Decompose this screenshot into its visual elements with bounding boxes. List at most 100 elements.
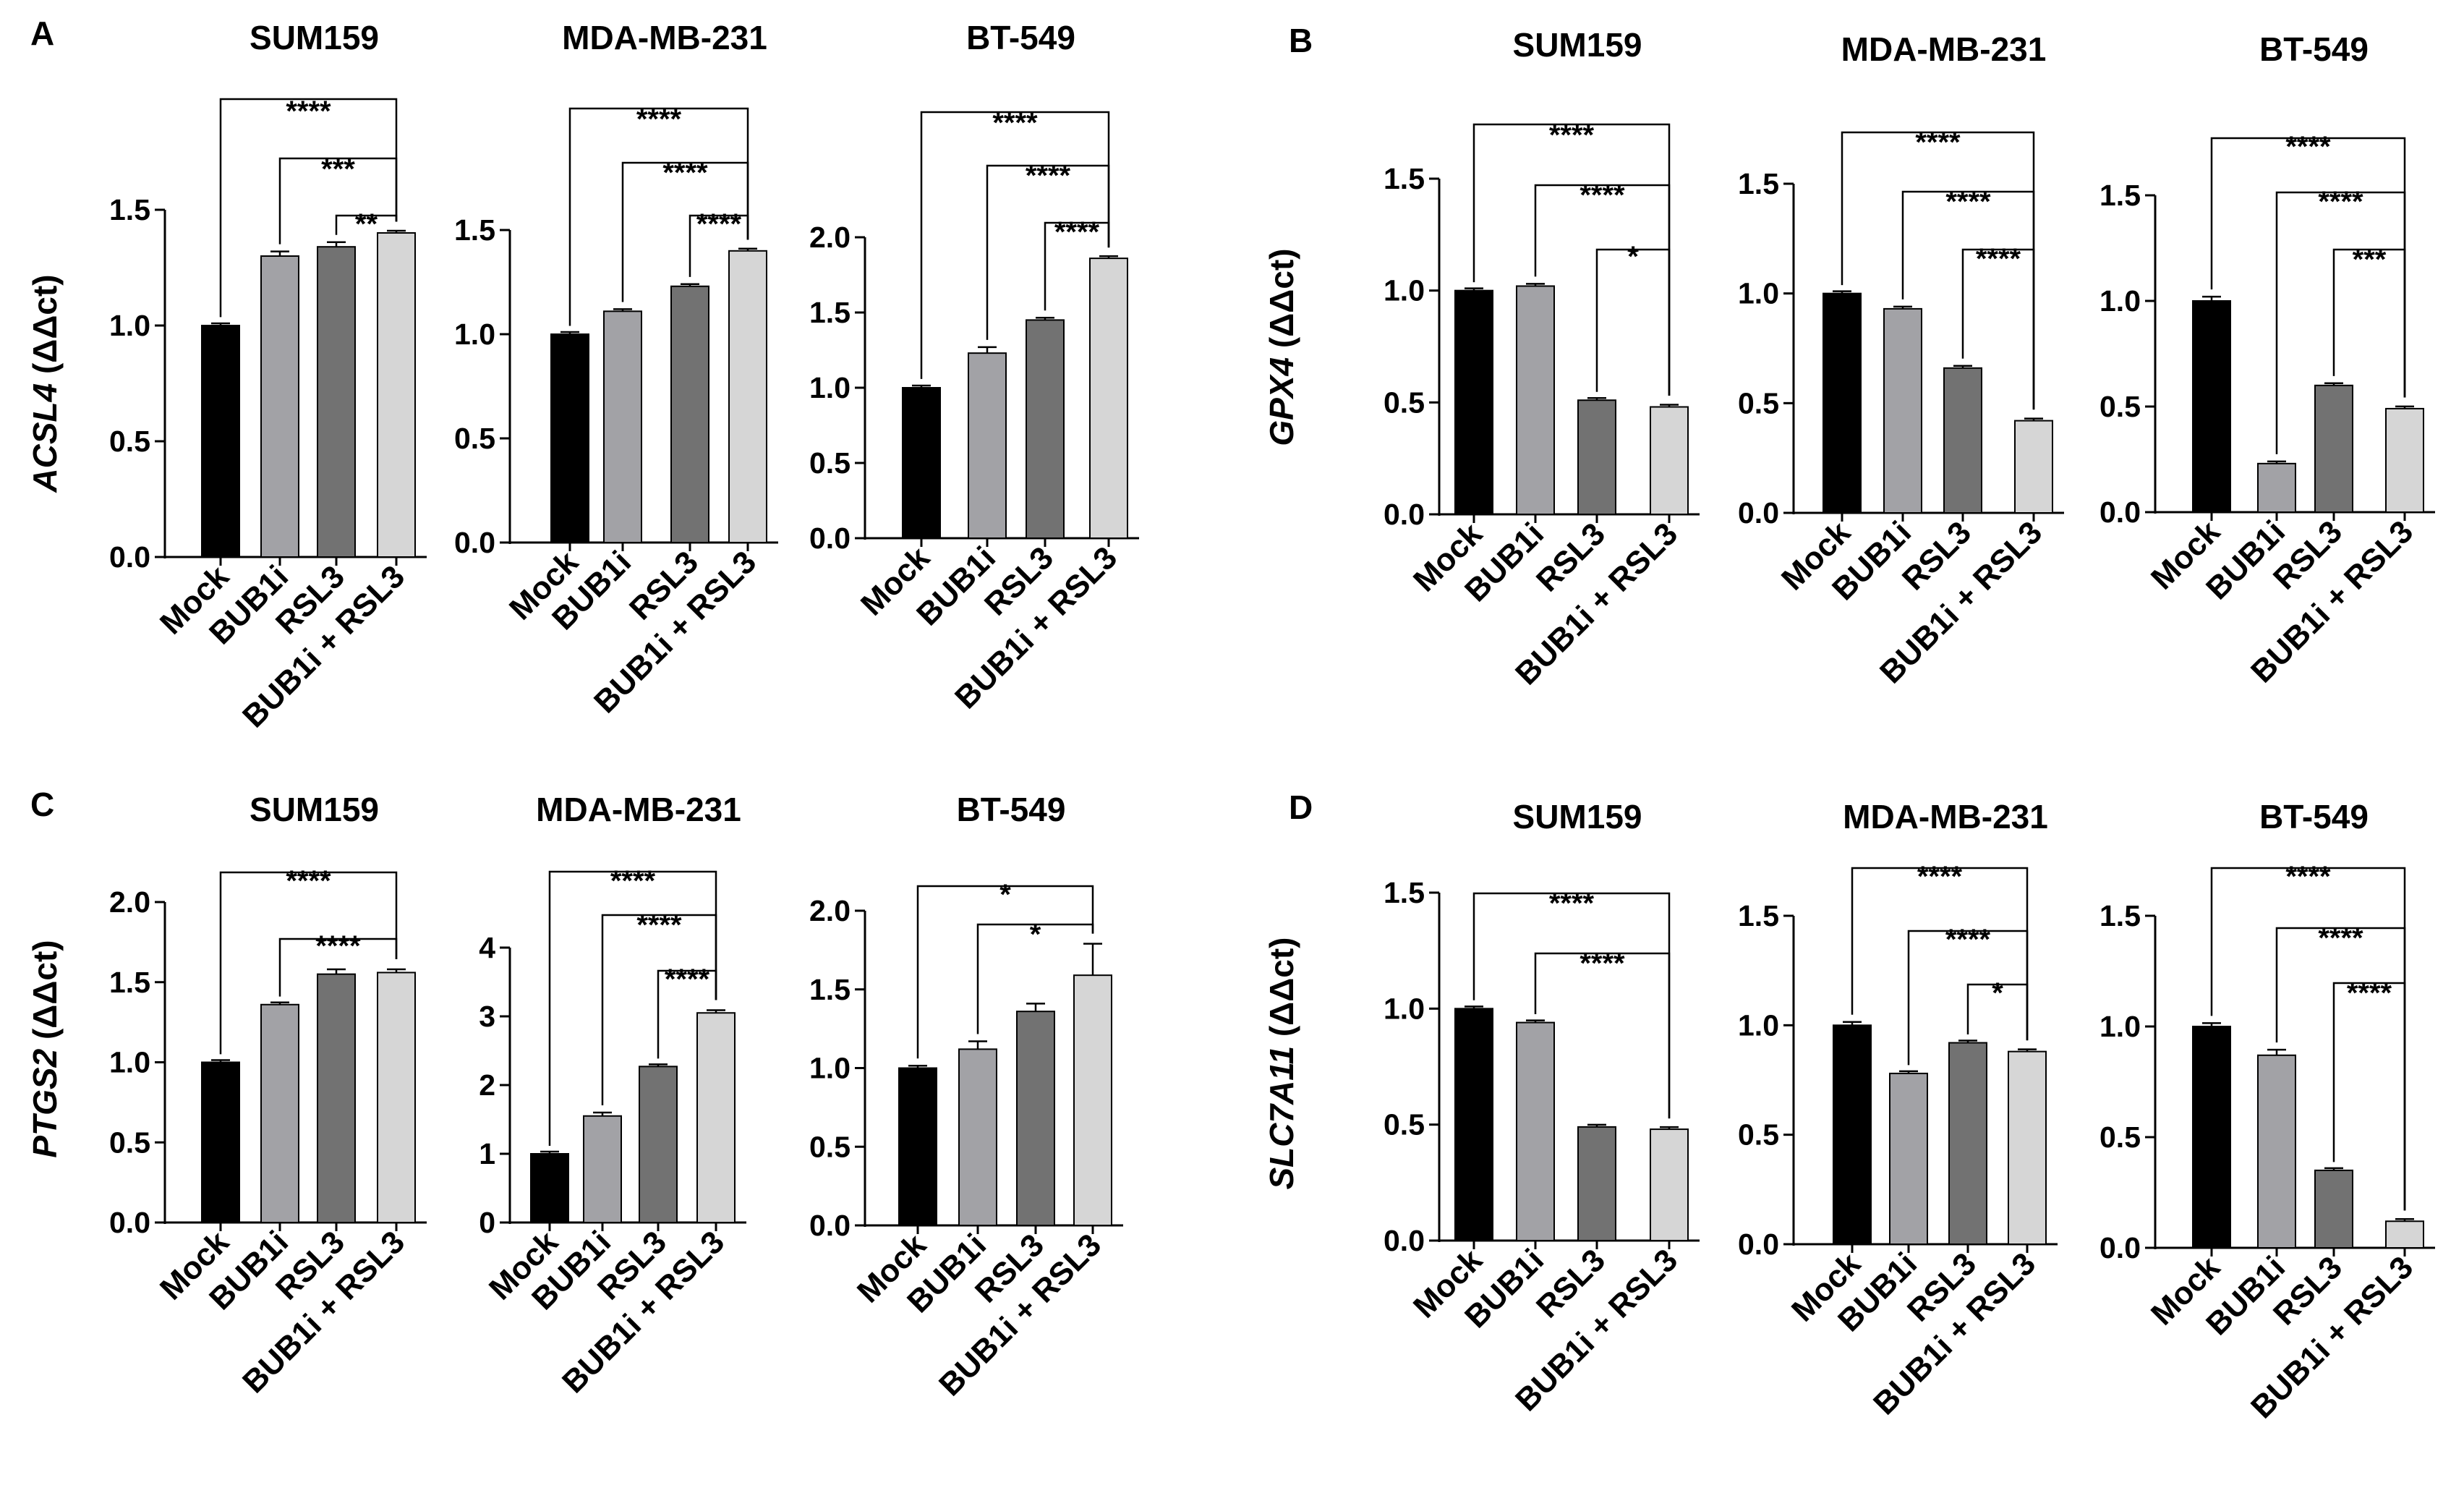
chart-title: MDA-MB-231: [1841, 30, 2047, 68]
y-tick-label: 0.5: [1384, 1108, 1425, 1141]
y-tick-label: 1.0: [809, 371, 851, 404]
significance-label: *: [1992, 977, 2003, 1009]
y-tick-label: 1.5: [1384, 162, 1425, 195]
significance-label: ****: [696, 208, 742, 240]
y-axis-label: ACSL4 (ΔΔct): [26, 274, 64, 493]
chart-title: SUM159: [1513, 798, 1642, 835]
significance-label: ****: [1549, 119, 1595, 151]
chart-title: SUM159: [250, 19, 379, 56]
significance-label: *: [999, 879, 1011, 911]
chart-title: MDA-MB-231: [536, 791, 741, 828]
significance-bracket: [1595, 248, 1671, 396]
significance-bracket: [219, 871, 398, 1055]
y-tick-label: 2: [479, 1068, 495, 1102]
significance-bracket: [986, 164, 1110, 340]
significance-bracket: [1044, 221, 1110, 311]
y-axis-label: SLC7A11 (ΔΔct): [1263, 937, 1300, 1189]
chart-title: SUM159: [250, 791, 379, 828]
y-tick-label: 0.5: [809, 1130, 851, 1163]
y-tick-label: 1.5: [809, 973, 851, 1006]
y-axis-label: GPX4 (ΔΔct): [1263, 248, 1300, 446]
significance-label: *: [1030, 919, 1041, 951]
bar-rsl3: [317, 246, 356, 558]
significance-bracket: [2210, 867, 2406, 1211]
significance-bracket: [1961, 248, 2035, 410]
y-axis-label-gene: ACSL4: [26, 383, 64, 493]
bar-mock: [1823, 292, 1862, 514]
significance-label: ****: [1945, 924, 1991, 956]
chart-title: BT-549: [966, 19, 1075, 56]
bar-rsl3: [1943, 367, 1982, 514]
bar-mock: [1833, 1024, 1872, 1246]
chart-title: MDA-MB-231: [562, 19, 767, 56]
bar-bub1i: [1516, 1021, 1555, 1242]
significance-bracket: [601, 914, 717, 1105]
bar-bub1i-rsl3: [728, 250, 767, 543]
y-tick-label: 1.5: [454, 213, 495, 247]
significance-label: ****: [1976, 243, 2021, 275]
y-tick-label: 1.5: [1384, 876, 1425, 909]
significance-bracket: [621, 161, 749, 302]
bar-mock: [2192, 300, 2231, 513]
bar-mock: [530, 1153, 569, 1223]
panel-letter-C: C: [30, 786, 54, 823]
chart-title: MDA-MB-231: [1843, 798, 2048, 835]
significance-bracket: [1851, 867, 2029, 1041]
bar-bub1i-rsl3: [2008, 1050, 2047, 1245]
significance-label: ****: [2285, 861, 2331, 893]
y-tick-label: 1.5: [809, 296, 851, 329]
y-tick-label: 0.5: [109, 425, 150, 458]
significance-label: ****: [662, 157, 708, 189]
bar-mock: [201, 325, 240, 558]
chart-title: BT-549: [2259, 30, 2369, 68]
panel-letter-A: A: [30, 14, 54, 52]
significance-bracket: [548, 870, 717, 1147]
y-axis-label-unit: (ΔΔct): [1263, 937, 1300, 1045]
y-tick-label: 1.0: [454, 318, 495, 351]
bar-mock: [902, 387, 941, 539]
y-axis-label-gene: GPX4: [1263, 357, 1300, 446]
y-tick-label: 0.0: [109, 1206, 150, 1239]
y-tick-label: 1.0: [109, 309, 150, 342]
panel-letter-D: D: [1289, 788, 1313, 826]
bar-rsl3: [639, 1066, 678, 1223]
significance-label: ****: [992, 107, 1038, 139]
y-tick-label: 0.0: [809, 522, 851, 555]
bar-bub1i: [2257, 462, 2296, 514]
y-tick-label: 4: [479, 931, 495, 964]
y-tick-label: 1.0: [809, 1052, 851, 1085]
significance-bracket: [278, 937, 398, 997]
y-tick-label: 0.5: [1738, 1118, 1779, 1152]
y-tick-label: 0.5: [109, 1126, 150, 1159]
y-tick-label: 0.5: [1738, 386, 1779, 420]
chart-9: BT-5490.00.51.01.52.0MockBUB1iRSL3BUB1i …: [809, 791, 1123, 1403]
y-tick-label: 0.0: [1384, 1224, 1425, 1257]
significance-label: ***: [2353, 244, 2387, 276]
y-tick-label: 2.0: [809, 221, 851, 254]
significance-label: ****: [1549, 888, 1595, 919]
bar-bub1i-rsl3: [377, 971, 416, 1223]
bar-bub1i: [260, 1003, 299, 1223]
significance-label: ****: [636, 909, 682, 941]
y-axis-label-unit: (ΔΔct): [1263, 248, 1300, 357]
bar-mock: [201, 1061, 240, 1223]
bar-bub1i-rsl3: [2014, 420, 2053, 514]
y-tick-label: 0.5: [454, 422, 495, 455]
y-tick-label: 1.5: [2099, 179, 2141, 212]
bar-bub1i: [583, 1115, 622, 1223]
y-tick-label: 0.0: [454, 526, 495, 559]
bar-bub1i-rsl3: [696, 1012, 736, 1223]
bar-mock: [550, 333, 589, 543]
chart-2: MDA-MB-2310.00.51.01.5MockBUB1iRSL3BUB1i…: [454, 19, 778, 720]
y-tick-label: 2.0: [109, 885, 150, 919]
significance-label: ****: [2318, 186, 2363, 218]
chart-3: BT-5490.00.51.01.52.0MockBUB1iRSL3BUB1i …: [809, 19, 1139, 715]
y-tick-label: 0.0: [109, 540, 150, 574]
bar-bub1i: [968, 352, 1007, 539]
significance-label: ****: [1026, 160, 1071, 192]
y-tick-label: 0.5: [809, 446, 851, 480]
significance-label: *: [1627, 241, 1639, 273]
y-axis-label-gene: PTGS2: [26, 1048, 64, 1157]
y-tick-label: 1.0: [1738, 1008, 1779, 1042]
